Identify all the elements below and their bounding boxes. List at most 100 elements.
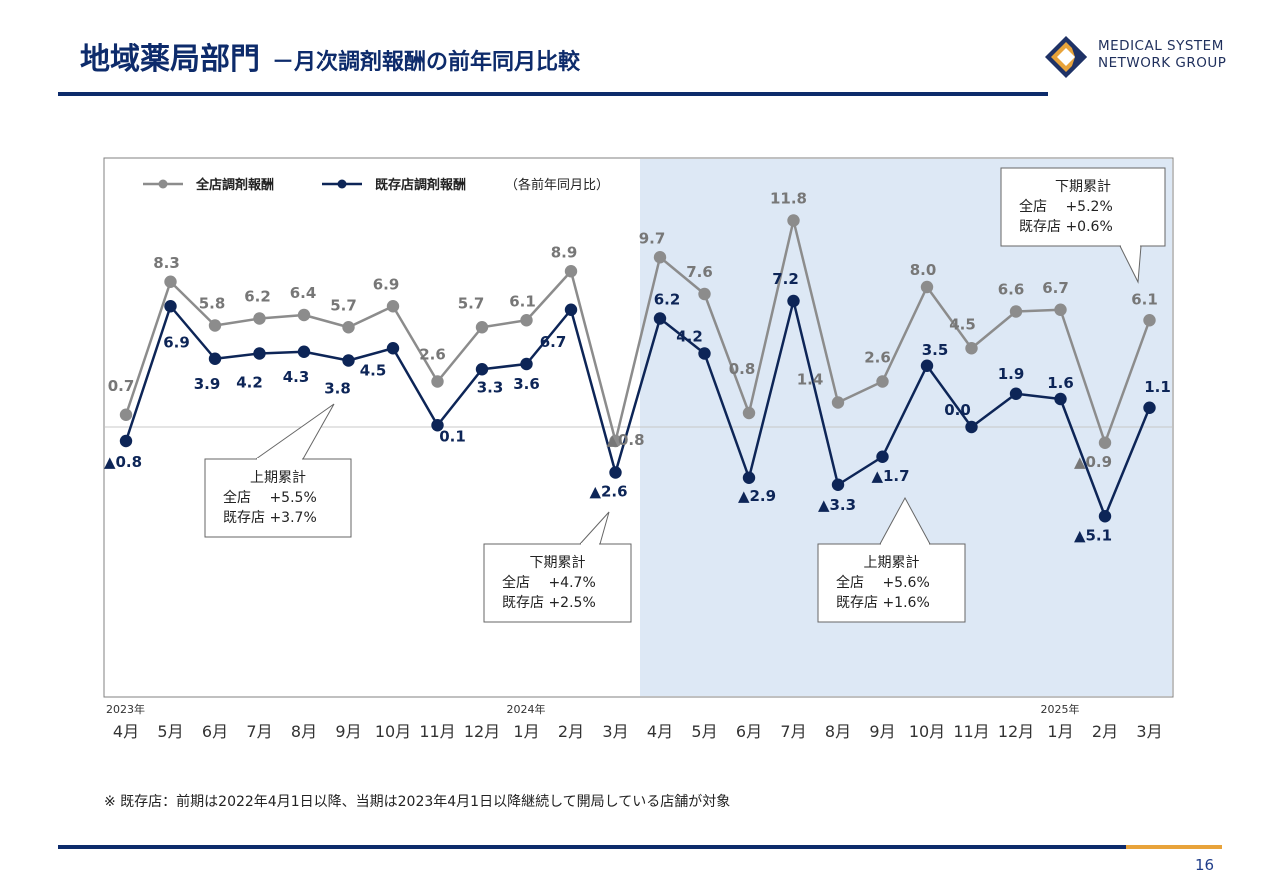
title-underline <box>58 92 1048 96</box>
data-point-existing-stores <box>1009 387 1023 400</box>
data-label-all-stores: 2.6 <box>419 346 446 364</box>
data-point-all-stores <box>653 251 667 264</box>
data-label-existing-stores: 7.2 <box>772 270 799 288</box>
x-axis: 4月 5月 6月 7月 8月 9月 10月 11月 12月 1月 2月 3月 4月 5月 6月 7月 8月 9月 1… <box>106 702 1163 741</box>
x-tick-label: 12月 <box>464 722 500 741</box>
series-existing-stores <box>119 294 1156 523</box>
data-point-existing-stores <box>876 450 889 463</box>
data-point-existing-stores <box>475 363 489 376</box>
legend-all-stores-label: 全店調剤報酬 <box>195 177 274 193</box>
data-label-all-stores: ▲0.9 <box>1074 453 1112 471</box>
footnote: ※ 既存店：前期は2022年4月1日以降、当期は2023年4月1日以降継続して開… <box>104 794 731 810</box>
data-point-existing-stores <box>831 478 845 491</box>
data-point-all-stores <box>297 308 311 322</box>
data-label-all-stores: 6.4 <box>290 284 317 302</box>
data-label-all-stores: 2.6 <box>864 349 891 367</box>
x-tick-label: 8月 <box>825 722 851 741</box>
x-tick-label: 2月 <box>558 722 584 741</box>
data-label-all-stores: 5.7 <box>458 294 485 312</box>
x-tick-label: 8月 <box>291 722 317 741</box>
x-tick-label: 2月 <box>1092 722 1118 741</box>
data-labels-all-stores: 0.7 8.3 5.8 6.2 6.4 5.7 6.9 2.6 5.7 6.1 8.9 ▲0.8 9.7… <box>108 190 1158 471</box>
legend-note: （各前年同月比） <box>505 177 609 193</box>
callout-frame <box>1000 167 1166 247</box>
data-label-existing-stores: 0.1 <box>439 427 466 445</box>
data-label-existing-stores: 3.8 <box>324 380 351 398</box>
data-label-all-stores: 4.5 <box>949 315 976 333</box>
legend-existing-stores-label: 既存店調剤報酬 <box>375 177 466 193</box>
data-point-all-stores <box>965 342 978 355</box>
x-tick-label: 7月 <box>780 722 806 741</box>
data-label-all-stores: 8.9 <box>551 243 578 261</box>
data-label-all-stores: 6.9 <box>373 275 400 293</box>
data-point-all-stores <box>742 406 756 420</box>
data-label-existing-stores: 3.6 <box>513 375 540 393</box>
data-point-all-stores <box>1009 305 1023 318</box>
x-tick-label: 1月 <box>1047 722 1073 741</box>
x-tick-label: 4月 <box>647 722 673 741</box>
callout-line: 全店 +5.6% <box>836 574 930 591</box>
data-label-all-stores: 8.3 <box>153 254 180 272</box>
data-point-all-stores <box>1054 303 1067 316</box>
callout-title: 上期累計 <box>864 555 920 571</box>
data-point-existing-stores <box>119 434 133 448</box>
data-point-all-stores <box>831 396 845 409</box>
data-label-all-stores: 6.1 <box>1131 290 1158 308</box>
data-point-all-stores <box>475 321 489 334</box>
logo-text: MEDICAL SYSTEM NETWORK GROUP <box>1098 38 1226 72</box>
data-label-existing-stores: 6.9 <box>163 333 190 351</box>
data-point-all-stores <box>698 287 711 301</box>
data-point-existing-stores <box>520 357 533 371</box>
x-tick-label: 5月 <box>157 722 183 741</box>
series-line-existing-stores <box>124 299 1151 518</box>
data-label-all-stores: 0.7 <box>108 377 135 395</box>
data-point-existing-stores <box>1054 392 1067 406</box>
data-label-existing-stores: ▲2.9 <box>738 487 776 505</box>
data-point-existing-stores <box>698 347 711 360</box>
line-chart: 全店調剤報酬 既存店調剤報酬 （各前年同月比） 0.7 8.3 5.8 6.2 6.4 5… <box>103 157 1174 741</box>
data-point-existing-stores <box>742 471 756 484</box>
data-point-all-stores <box>253 312 266 325</box>
x-tick-label: 10月 <box>375 722 411 741</box>
x-tick-label: 1月 <box>513 722 539 741</box>
data-point-existing-stores <box>653 312 667 325</box>
data-point-all-stores <box>564 265 578 278</box>
data-label-all-stores: 5.7 <box>330 296 357 314</box>
data-point-existing-stores <box>965 420 978 434</box>
title-subtitle: －月次調剤報酬の前年同月比較 <box>272 50 581 75</box>
footer-rule <box>58 845 1126 849</box>
data-point-existing-stores <box>253 347 266 360</box>
x-year-label: 2025年 <box>1041 702 1080 716</box>
x-tick-label: 7月 <box>246 722 272 741</box>
legend-all-stores-marker <box>158 179 168 189</box>
logo-text-line2: NETWORK GROUP <box>1098 55 1227 71</box>
series-line-all-stores <box>124 219 1151 444</box>
data-point-all-stores <box>920 280 934 294</box>
x-tick-label: 6月 <box>736 722 762 741</box>
data-label-existing-stores: 3.3 <box>477 378 504 396</box>
footer-accent <box>1126 845 1222 849</box>
logo-mark-icon <box>1045 36 1087 78</box>
x-year-label: 2024年 <box>507 702 546 716</box>
callout-frame <box>817 543 966 623</box>
data-label-all-stores: ▲0.8 <box>606 431 644 449</box>
data-label-existing-stores: 3.5 <box>922 341 949 359</box>
data-label-existing-stores: 1.9 <box>998 365 1025 383</box>
data-point-all-stores <box>1143 314 1156 327</box>
callout-line: 既存店 +1.6% <box>836 595 930 611</box>
legend: 全店調剤報酬 既存店調剤報酬 （各前年同月比） <box>143 177 609 193</box>
data-label-all-stores: 8.0 <box>910 261 937 279</box>
data-label-existing-stores: ▲3.3 <box>818 496 856 514</box>
data-label-all-stores: 0.8 <box>729 360 756 378</box>
data-label-existing-stores: 1.6 <box>1047 374 1074 392</box>
data-point-existing-stores <box>386 342 400 355</box>
x-tick-label: 9月 <box>335 722 361 741</box>
data-point-existing-stores <box>787 294 800 308</box>
x-tick-label: 10月 <box>909 722 945 741</box>
data-labels-existing-stores: ▲0.8 6.9 3.9 4.2 4.3 3.8 4.5 0.1 3.3 3.6 6.7 ▲2.6 6.… <box>104 270 1171 544</box>
data-point-existing-stores <box>1098 510 1112 523</box>
data-label-all-stores: 6.6 <box>998 281 1025 299</box>
data-label-existing-stores: 0.0 <box>944 401 971 419</box>
data-label-all-stores: 5.8 <box>199 295 226 313</box>
